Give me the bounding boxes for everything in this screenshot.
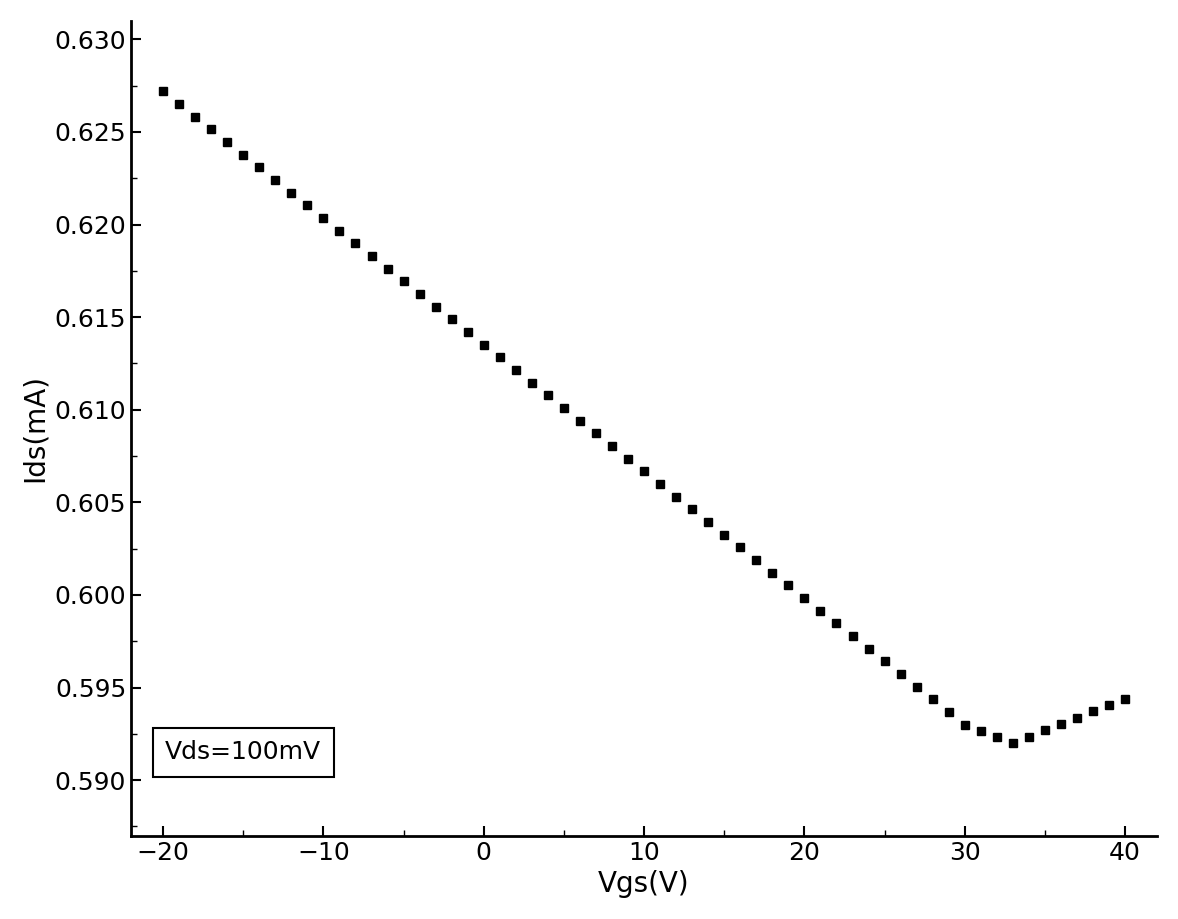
- X-axis label: Vgs(V): Vgs(V): [598, 870, 690, 898]
- Y-axis label: Ids(mA): Ids(mA): [21, 374, 48, 482]
- Text: Vds=100mV: Vds=100mV: [165, 741, 322, 765]
